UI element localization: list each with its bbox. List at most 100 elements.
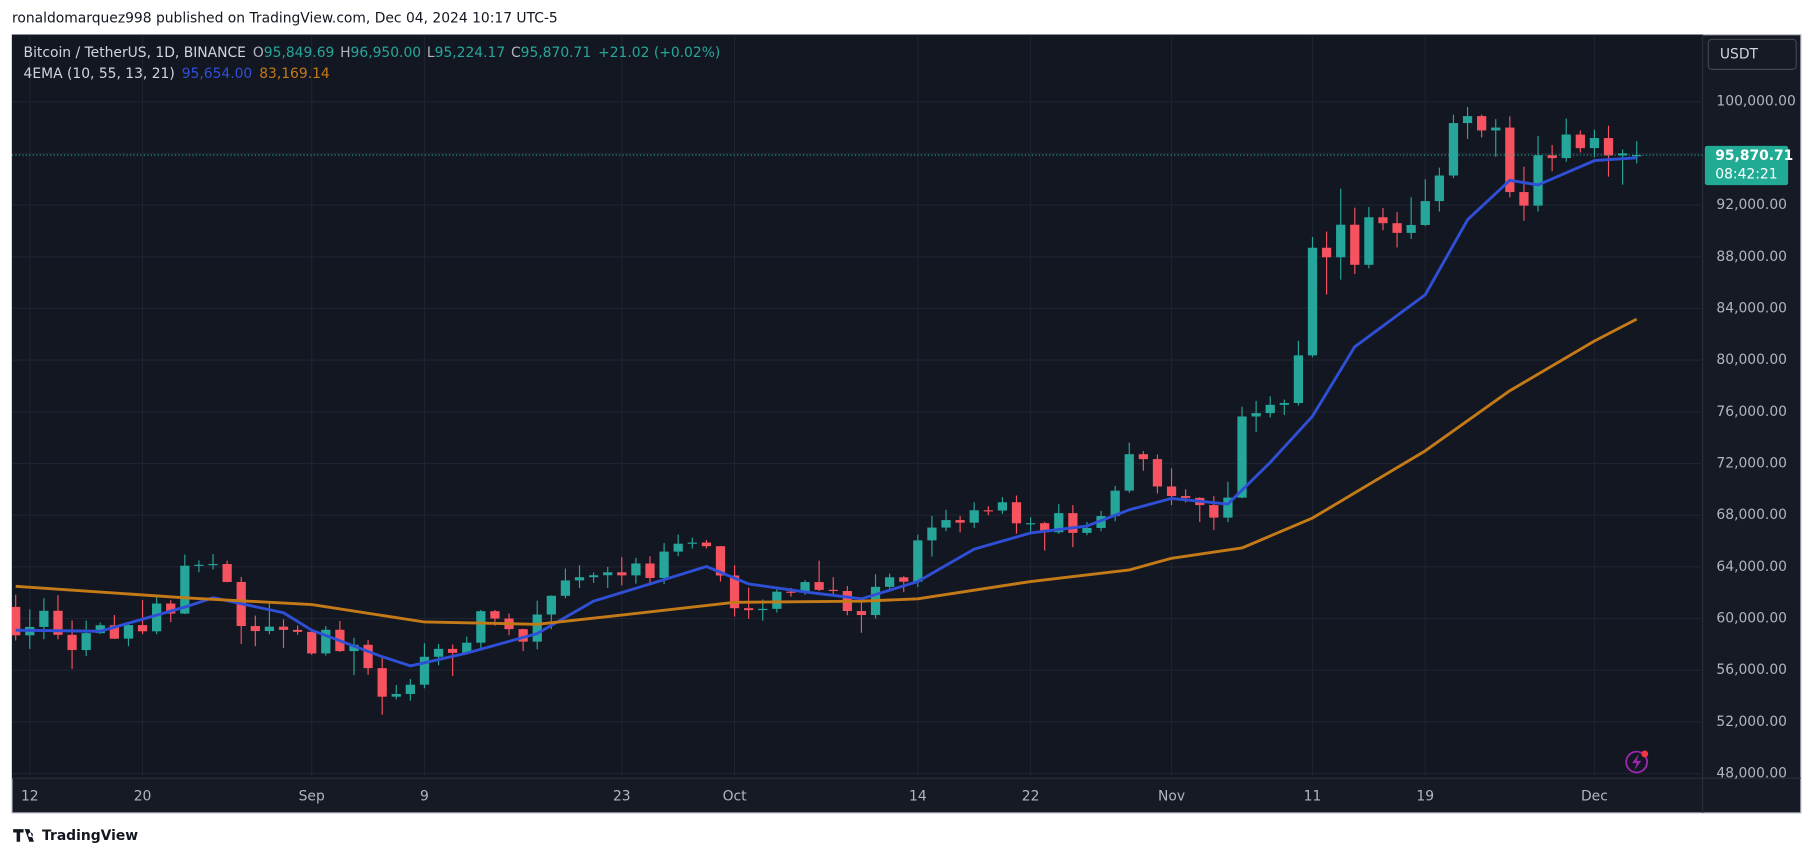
candle-body <box>673 543 683 552</box>
x-tick-label: Nov <box>1158 789 1185 805</box>
candle-body <box>560 580 571 596</box>
candle-body <box>1547 155 1557 159</box>
ema-line <box>15 317 1638 626</box>
candle-body <box>659 551 669 578</box>
candle-body <box>1462 116 1473 124</box>
y-tick-label: 80,000.00 <box>1716 352 1787 368</box>
x-tick-label: 9 <box>420 789 429 805</box>
candle-body <box>1364 217 1374 265</box>
y-tick-label: 52,000.00 <box>1716 714 1787 730</box>
candle-body <box>1181 496 1191 498</box>
currency-button[interactable] <box>1707 38 1797 70</box>
ohlc-value: 96,950.00 <box>351 45 422 61</box>
candle-body <box>715 546 726 576</box>
candle-body <box>1617 153 1628 156</box>
y-tick-label: 64,000.00 <box>1716 559 1787 575</box>
candle-body <box>1082 527 1092 533</box>
candle-body <box>645 563 655 578</box>
publish-header: ronaldomarquez998 published on TradingVi… <box>12 11 558 27</box>
candle-body <box>1223 497 1233 518</box>
candle-body <box>1124 454 1134 491</box>
candle-body <box>250 626 260 632</box>
ohlc-value: 95,849.69 <box>264 45 335 61</box>
candle-body <box>532 614 542 642</box>
candle-body <box>1209 505 1219 518</box>
candle-body <box>11 606 21 636</box>
candle-body <box>913 540 923 582</box>
candle-body <box>1589 138 1600 149</box>
y-tick-label: 72,000.00 <box>1716 455 1787 471</box>
change: +21.02 (+0.02%) <box>598 45 720 61</box>
candle-body <box>1152 459 1163 487</box>
candle-body <box>264 626 275 632</box>
candle-body <box>1110 490 1120 517</box>
y-tick-label: 60,000.00 <box>1716 611 1787 627</box>
candle-body <box>1632 155 1642 157</box>
candle-body <box>1054 513 1064 533</box>
candle-body <box>1519 192 1529 206</box>
x-tick-label: Oct <box>723 789 748 805</box>
grid <box>11 34 1703 779</box>
y-tick-label: 92,000.00 <box>1716 197 1787 213</box>
lightning-icon[interactable] <box>1625 750 1649 774</box>
ohlc-key: H <box>340 45 350 61</box>
candle-body <box>1068 513 1078 533</box>
y-tick-label: 56,000.00 <box>1716 662 1787 678</box>
candle-body <box>687 542 697 544</box>
candle-body <box>1011 502 1022 524</box>
candle-body <box>574 577 585 581</box>
symbol: Bitcoin / TetherUS, 1D, BINANCE <box>24 45 246 61</box>
candle-body <box>1025 523 1036 525</box>
candle-body <box>1533 155 1543 206</box>
ema-line <box>15 156 1637 668</box>
candle-body <box>1251 413 1261 417</box>
y-tick-label: 76,000.00 <box>1716 404 1787 420</box>
candle-body <box>997 502 1008 511</box>
candle-body <box>1265 404 1275 414</box>
x-tick-label: Dec <box>1581 789 1608 805</box>
footer-brand: TradingView <box>42 828 138 844</box>
candle-body <box>518 629 528 642</box>
y-tick-label: 100,000.00 <box>1716 94 1795 110</box>
y-tick-label: 84,000.00 <box>1716 300 1787 316</box>
candle-body <box>955 520 965 523</box>
candle-body <box>476 611 486 643</box>
candle-body <box>95 625 105 634</box>
x-tick-label: 20 <box>134 789 152 805</box>
candle-body <box>758 608 768 611</box>
candle-body <box>546 595 556 615</box>
candle-body <box>899 577 909 582</box>
candle-body <box>1392 223 1402 233</box>
candle-body <box>1406 224 1416 233</box>
ema-value: 83,169.14 <box>259 66 330 82</box>
currency[interactable]: USDT <box>1720 46 1759 62</box>
candle-body <box>39 610 49 627</box>
candle-body <box>786 591 796 593</box>
legend-main: Bitcoin / TetherUS, 1D, BINANCE O95,849.6… <box>24 45 721 61</box>
candle-body <box>109 625 119 639</box>
candle-body <box>462 642 472 653</box>
candle-body <box>349 644 359 652</box>
x-tick-label: 14 <box>909 789 927 805</box>
candle-body <box>603 572 613 576</box>
candle-body <box>448 648 458 653</box>
plot <box>11 107 1642 715</box>
candle-body <box>856 611 867 616</box>
last-price-label: 95,870.71 <box>1715 148 1793 164</box>
candle-body <box>81 633 91 651</box>
candle-body <box>208 564 218 566</box>
candle-body <box>1434 175 1444 202</box>
candle-body <box>814 582 824 590</box>
candle-body <box>166 603 176 614</box>
candle-body <box>885 577 895 587</box>
candle-body <box>278 626 289 630</box>
candle-body <box>1166 486 1177 497</box>
candle-body <box>1378 217 1388 224</box>
candle-body <box>152 603 162 632</box>
candle-body <box>1561 134 1571 159</box>
candle-body <box>405 684 415 694</box>
y-tick-label: 68,000.00 <box>1716 507 1787 523</box>
ema-value: 95,654.00 <box>182 66 253 82</box>
